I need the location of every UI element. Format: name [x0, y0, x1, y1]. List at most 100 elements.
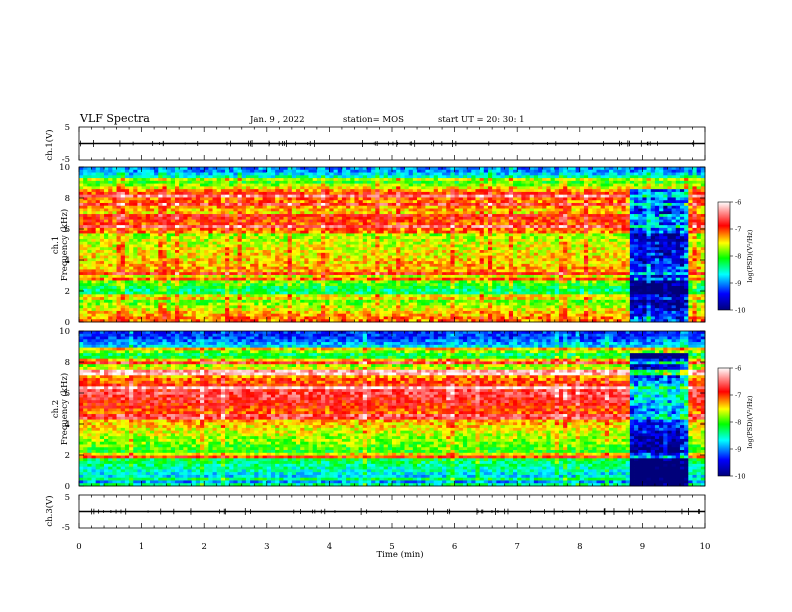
- spectrogram-cell: [346, 280, 351, 284]
- spectrogram-cell: [341, 169, 347, 173]
- spectrogram-cell: [225, 291, 230, 295]
- spectrogram-cell: [166, 200, 172, 204]
- spectrogram-cell: [321, 197, 326, 201]
- spectrogram-cell: [321, 225, 326, 229]
- spectrogram-cell: [321, 178, 326, 182]
- spectrogram-cell: [245, 236, 251, 240]
- spectrogram-cell: [204, 252, 209, 256]
- spectrogram-cell: [400, 244, 405, 248]
- spectrogram-cell: [408, 319, 414, 323]
- spectrogram-cell: [104, 222, 109, 226]
- spectrogram-cell: [254, 227, 259, 232]
- spectrogram-cell: [354, 175, 360, 179]
- spectrogram-cell: [358, 211, 364, 215]
- spectrogram-cell: [91, 202, 97, 207]
- spectrogram-cell: [417, 308, 422, 312]
- spectrogram-cell: [149, 183, 155, 187]
- spectrogram-cell: [245, 180, 251, 185]
- spectrogram-cell: [183, 288, 188, 292]
- spectrogram-cell: [250, 167, 255, 171]
- spectrogram-cell: [187, 283, 193, 287]
- spectrogram-cell: [229, 258, 234, 262]
- spectrogram-cell: [108, 167, 113, 171]
- spectrogram-cell: [212, 233, 218, 237]
- spectrogram-cell: [104, 216, 109, 220]
- spectrogram-cell: [300, 208, 305, 212]
- spectrogram-cell: [83, 261, 88, 265]
- spectrogram-cell: [425, 313, 430, 317]
- spectrogram-cell: [421, 225, 426, 229]
- spectrogram-cell: [400, 208, 405, 212]
- spectrogram-cell: [104, 208, 109, 212]
- spectrogram-cell: [316, 216, 322, 220]
- spectrogram-cell: [266, 211, 272, 215]
- spectrogram-cell: [154, 172, 159, 176]
- spectrogram-cell: [216, 241, 222, 245]
- spectrogram-cell: [270, 230, 276, 234]
- spectrogram-cell: [316, 172, 322, 176]
- spectrogram-cell: [183, 219, 188, 223]
- spectrogram-cell: [421, 186, 426, 190]
- spectrogram-cell: [312, 302, 318, 306]
- spectrogram-cell: [237, 286, 243, 290]
- spectrogram-cell: [141, 319, 147, 323]
- spectrogram-cell: [87, 225, 92, 229]
- spectrogram-cell: [433, 266, 439, 270]
- spectrogram-cell: [412, 263, 418, 268]
- spectrogram-cell: [124, 178, 130, 182]
- spectrogram-cell: [396, 297, 401, 301]
- spectrogram-cell: [120, 288, 126, 292]
- spectrogram-cell: [341, 316, 347, 320]
- spectrogram-cell: [204, 266, 209, 270]
- spectrogram-cell: [233, 216, 238, 220]
- spectrogram-cell: [421, 189, 426, 193]
- spectrogram-cell: [437, 180, 443, 185]
- spectrogram-cell: [245, 197, 251, 201]
- spectrogram-cell: [108, 261, 113, 265]
- spectrogram-cell: [400, 175, 405, 179]
- spectrogram-cell: [212, 241, 218, 245]
- spectrogram-cell: [124, 241, 130, 245]
- spectrogram-cell: [387, 247, 393, 251]
- spectrogram-cell: [417, 319, 422, 323]
- spectrogram-cell: [400, 255, 405, 259]
- spectrogram-cell: [200, 255, 205, 259]
- spectrogram-cell: [149, 214, 155, 218]
- spectrogram-cell: [112, 247, 117, 251]
- spectrogram-cell: [283, 227, 289, 232]
- spectrogram-cell: [162, 255, 168, 259]
- spectrogram-cell: [433, 247, 439, 251]
- spectrogram-cell: [337, 316, 343, 320]
- spectrogram-cell: [262, 222, 268, 226]
- spectrogram-cell: [129, 225, 134, 229]
- spectrogram-cell: [91, 169, 97, 173]
- spectrogram-cell: [116, 283, 122, 287]
- spectrogram-cell: [300, 272, 305, 276]
- spectrogram-cell: [108, 269, 113, 273]
- spectrogram-cell: [245, 286, 251, 290]
- spectrogram-cell: [250, 216, 255, 220]
- spectrogram-cell: [383, 227, 389, 232]
- spectrogram-cell: [83, 238, 88, 243]
- spectrogram-cell: [208, 189, 213, 193]
- spectrogram-cell: [95, 227, 101, 232]
- spectrogram-cell: [141, 263, 147, 268]
- spectrogram-cell: [283, 316, 289, 320]
- spectrogram-cell: [287, 310, 293, 315]
- spectrogram-cell: [212, 216, 218, 220]
- spectrogram-cell: [346, 219, 351, 223]
- spectrogram-cell: [354, 205, 360, 209]
- spectrogram-cell: [124, 261, 130, 265]
- spectrogram-cell: [429, 297, 435, 301]
- spectrogram-cell: [174, 236, 180, 240]
- spectrogram-cell: [279, 294, 284, 298]
- spectrogram-cell: [216, 244, 222, 248]
- spectrogram-cell: [229, 208, 234, 212]
- spectrogram-cell: [291, 222, 297, 226]
- spectrogram-cell: [417, 280, 422, 284]
- spectrogram-cell: [170, 180, 176, 185]
- spectrogram-cell: [270, 305, 276, 309]
- spectrogram-cell: [371, 263, 376, 268]
- spectrogram-cell: [358, 225, 364, 229]
- spectrogram-cell: [179, 263, 184, 268]
